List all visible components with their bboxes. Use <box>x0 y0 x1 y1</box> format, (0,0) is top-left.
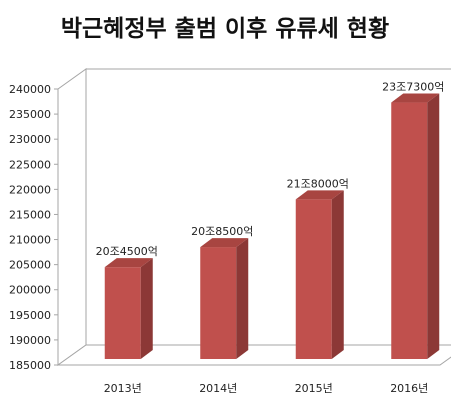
bar-front <box>104 267 141 359</box>
bar-top <box>200 238 249 248</box>
y-tick-label: 190000 <box>9 334 51 347</box>
bar-side <box>427 93 440 360</box>
bar <box>104 258 153 359</box>
bar-front <box>295 199 332 359</box>
y-tick-label: 230000 <box>9 133 51 146</box>
y-tick-label: 210000 <box>9 234 51 247</box>
y-tick-label: 195000 <box>9 309 51 322</box>
bar-front <box>391 102 428 360</box>
x-tick-label: 2014년 <box>199 382 237 395</box>
data-label: 21조8000억 <box>287 177 349 190</box>
x-tick-label: 2015년 <box>295 382 333 395</box>
x-tick-label: 2016년 <box>390 382 428 395</box>
bar <box>391 93 440 360</box>
floor <box>56 344 451 366</box>
x-tick-label: 2013년 <box>104 382 142 395</box>
y-tick-label: 215000 <box>9 208 51 221</box>
data-label: 20조4500억 <box>96 245 158 258</box>
plot-frame <box>56 68 451 366</box>
bar-top <box>391 93 440 103</box>
y-tick-label: 205000 <box>9 259 51 272</box>
x-axis: 2013년 2014년 2015년 2016년 <box>104 382 429 395</box>
bar-top <box>104 258 153 268</box>
y-tick-label: 235000 <box>9 108 51 121</box>
bars <box>104 93 440 360</box>
y-tick-label: 200000 <box>9 284 51 297</box>
bar-top <box>295 190 344 200</box>
bar-side <box>140 258 153 359</box>
y-tick-label: 225000 <box>9 158 51 171</box>
y-tick-label: 240000 <box>9 83 51 96</box>
y-axis: 185000 190000 195000 200000 205000 210000 2150… <box>9 83 58 372</box>
chart-title: 박근혜정부 출범 이후 유류세 현황 <box>61 16 389 42</box>
data-label: 23조7300억 <box>382 81 444 94</box>
y-tick-label: 185000 <box>9 359 51 372</box>
data-label: 20조8500억 <box>191 225 253 238</box>
side-wall <box>57 68 87 366</box>
bar-front <box>200 247 237 359</box>
data-labels: 20조4500억 20조8500억 21조8000억 23조7300억 <box>96 81 445 259</box>
bar <box>295 190 344 359</box>
bar <box>200 238 249 359</box>
y-tick-label: 220000 <box>9 183 51 196</box>
bar-side <box>331 190 344 359</box>
bar-side <box>236 238 249 359</box>
